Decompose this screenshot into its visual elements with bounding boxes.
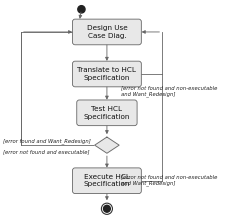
Text: [error not found and executable]: [error not found and executable] <box>3 150 89 155</box>
Circle shape <box>103 205 110 212</box>
FancyBboxPatch shape <box>72 19 141 45</box>
Text: Execute HCL
Specification: Execute HCL Specification <box>83 174 130 187</box>
Text: [error not found and non-executable
and Want_Redesign]: [error not found and non-executable and … <box>120 174 216 186</box>
Circle shape <box>101 203 112 214</box>
Text: [error found and Want_Redesign]: [error found and Want_Redesign] <box>3 138 90 144</box>
FancyBboxPatch shape <box>72 168 141 194</box>
Text: Translate to HCL
Specification: Translate to HCL Specification <box>77 67 136 81</box>
Text: Test HCL
Specification: Test HCL Specification <box>83 106 130 120</box>
Circle shape <box>77 6 85 13</box>
Text: Design Use
Case Diag.: Design Use Case Diag. <box>86 25 127 39</box>
Text: [error not found and non-executable
and Want_Redesign]: [error not found and non-executable and … <box>120 85 216 97</box>
FancyBboxPatch shape <box>76 100 137 126</box>
Polygon shape <box>94 137 119 153</box>
FancyBboxPatch shape <box>72 61 141 87</box>
